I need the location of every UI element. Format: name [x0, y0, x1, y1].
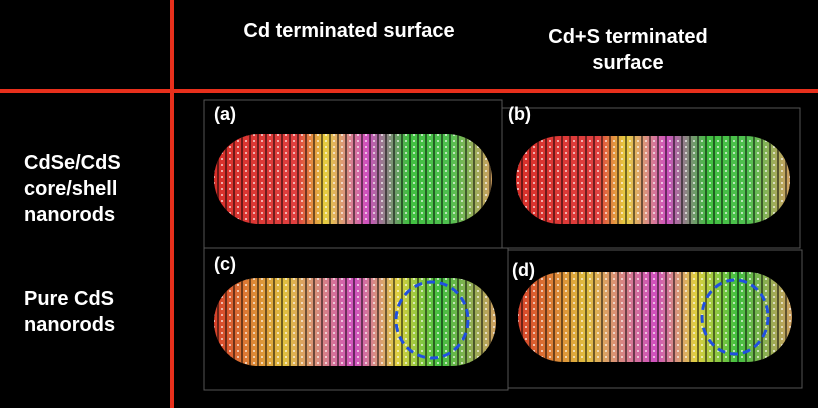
panel-label: (b)	[508, 104, 531, 125]
figure: Cd terminated surface Cd+S terminated su…	[0, 0, 818, 408]
panel-label: (d)	[512, 260, 535, 281]
panel-label: (a)	[214, 104, 236, 125]
column-header: Cd+S terminated surface	[518, 24, 738, 76]
row-label: Pure CdS nanorods	[24, 286, 154, 338]
panel-label: (c)	[214, 254, 236, 275]
row-label: CdSe/CdS core/shell nanorods	[24, 150, 154, 228]
column-header: Cd terminated surface	[239, 18, 459, 44]
